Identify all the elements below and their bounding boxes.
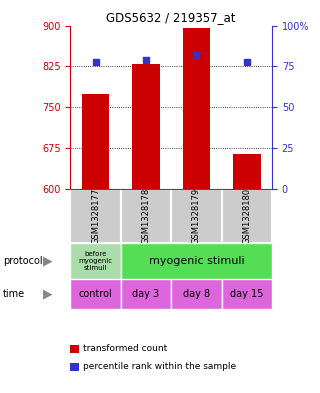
Text: time: time — [3, 288, 25, 299]
Bar — [70, 189, 121, 243]
Bar — [121, 189, 171, 243]
Text: GSM1328179: GSM1328179 — [192, 188, 201, 244]
Bar — [82, 94, 109, 189]
Text: myogenic stimuli: myogenic stimuli — [148, 256, 244, 266]
Text: GSM1328178: GSM1328178 — [141, 188, 150, 244]
Bar — [171, 279, 221, 309]
Text: protocol: protocol — [3, 256, 43, 266]
Text: day 8: day 8 — [183, 288, 210, 299]
Text: percentile rank within the sample: percentile rank within the sample — [83, 362, 236, 371]
Bar — [233, 154, 261, 189]
Text: control: control — [79, 288, 112, 299]
Bar — [132, 64, 160, 189]
Bar — [222, 279, 272, 309]
Text: day 15: day 15 — [230, 288, 263, 299]
Bar — [121, 243, 272, 279]
Text: ▶: ▶ — [43, 287, 53, 300]
Title: GDS5632 / 219357_at: GDS5632 / 219357_at — [107, 11, 236, 24]
Bar — [70, 243, 121, 279]
Bar — [171, 189, 221, 243]
Text: ▶: ▶ — [43, 254, 53, 267]
Bar — [121, 279, 171, 309]
Text: day 3: day 3 — [132, 288, 160, 299]
Bar — [70, 279, 121, 309]
Bar — [222, 189, 272, 243]
Bar — [182, 28, 210, 189]
Text: transformed count: transformed count — [83, 345, 167, 353]
Text: GSM1328180: GSM1328180 — [242, 188, 251, 244]
Text: GSM1328177: GSM1328177 — [91, 188, 100, 244]
Text: before
myogenic
stimuli: before myogenic stimuli — [78, 251, 113, 271]
